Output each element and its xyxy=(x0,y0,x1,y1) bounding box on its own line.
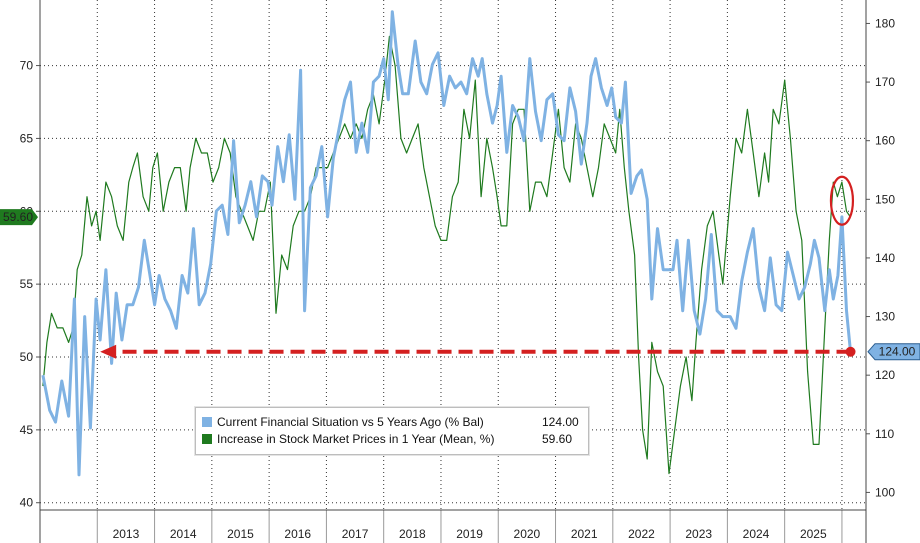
right-value-tag-label: 124.00 xyxy=(879,345,916,359)
right-tick-label: 120 xyxy=(875,368,895,382)
right-tick-label: 140 xyxy=(875,251,895,265)
x-tick-label: 2021 xyxy=(571,527,598,541)
right-tick-label: 100 xyxy=(875,485,895,499)
left-tick-label: 50 xyxy=(20,350,34,364)
legend-swatch-stock xyxy=(202,434,212,444)
legend-value-financial: 124.00 xyxy=(542,415,579,429)
x-tick-label: 2017 xyxy=(342,527,369,541)
x-tick-label: 2019 xyxy=(456,527,483,541)
legend-item-stock: Increase in Stock Market Prices in 1 Yea… xyxy=(202,432,494,446)
x-tick-label: 2020 xyxy=(514,527,541,541)
left-tick-label: 65 xyxy=(20,131,34,145)
left-tick-label: 40 xyxy=(20,496,34,510)
axes: 4045505560657010011012013014015016017018… xyxy=(20,0,895,543)
x-tick-label: 2025 xyxy=(800,527,827,541)
left-tick-label: 55 xyxy=(20,277,34,291)
x-tick-label: 2022 xyxy=(628,527,655,541)
right-tick-label: 160 xyxy=(875,134,895,148)
right-tick-label: 110 xyxy=(875,427,894,441)
left-value-tag-box xyxy=(0,209,38,226)
x-tick-label: 2024 xyxy=(743,527,770,541)
series-line-stock-expectations xyxy=(42,35,851,475)
right-value-tag-box xyxy=(867,343,920,361)
x-tick-label: 2023 xyxy=(685,527,712,541)
x-tick-label: 2014 xyxy=(170,527,197,541)
series-layer xyxy=(41,10,852,477)
x-tick-label: 2015 xyxy=(227,527,254,541)
x-tick-label: 2018 xyxy=(399,527,426,541)
legend-value-stock: 59.60 xyxy=(542,432,573,446)
legend-label-financial: Current Financial Situation vs 5 Years A… xyxy=(217,415,484,429)
legend: Current Financial Situation vs 5 Years A… xyxy=(195,407,589,455)
arrow-origin-dot xyxy=(845,346,856,357)
annotation-layer xyxy=(100,175,856,359)
highlight-circle xyxy=(829,175,855,226)
legend-label-stock: Increase in Stock Market Prices in 1 Yea… xyxy=(217,432,495,446)
x-tick-label: 2013 xyxy=(113,527,140,541)
left-value-tag-label: 59.60 xyxy=(3,210,33,224)
left-tick-label: 70 xyxy=(20,59,34,73)
value-tags: 124.00 59.60 xyxy=(0,209,920,361)
right-tick-label: 180 xyxy=(875,16,895,30)
x-tick-label: 2016 xyxy=(284,527,311,541)
legend-swatch-financial xyxy=(202,417,212,427)
series-line-financial-situation xyxy=(41,10,852,477)
right-tick-label: 130 xyxy=(875,310,895,324)
right-tick-label: 170 xyxy=(875,75,895,89)
arrow-head xyxy=(100,344,117,359)
left-tick-label: 45 xyxy=(20,423,34,437)
legend-item-financial: Current Financial Situation vs 5 Years A… xyxy=(202,415,484,429)
right-tick-label: 150 xyxy=(875,192,895,206)
